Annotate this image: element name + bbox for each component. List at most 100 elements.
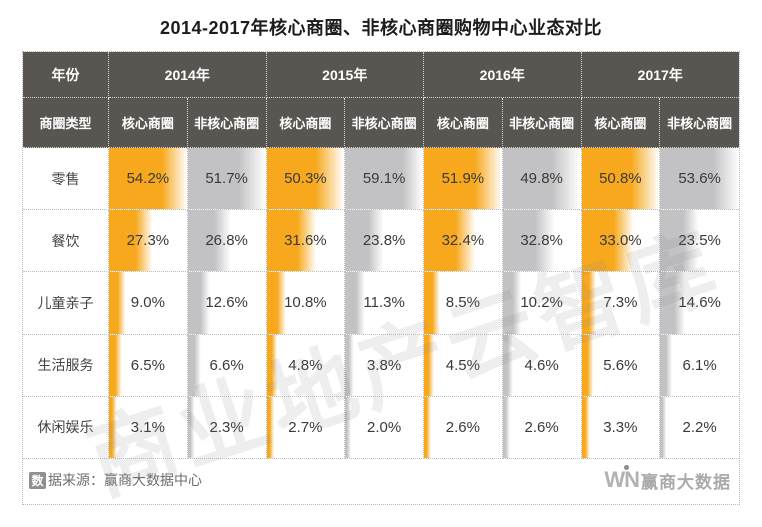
value-cell: 4.8% [266, 334, 346, 397]
noncore-bar [187, 334, 266, 396]
noncore-bar [660, 334, 739, 396]
data-source-icon: 数 [29, 471, 46, 489]
category-label: 儿童亲子 [23, 272, 109, 335]
subheader-core: 核心商圈 [266, 98, 346, 148]
value-cell: 4.5% [424, 334, 503, 397]
noncore-bar [502, 210, 581, 272]
table-footer: 数据来源：赢商大数据中心 WN 赢商大数据 [23, 459, 739, 502]
core-bar [109, 148, 187, 210]
core-bar [424, 148, 502, 210]
value-text: 2.6% [524, 418, 559, 436]
value-text: 27.3% [126, 232, 170, 250]
core-bar [109, 396, 187, 458]
value-cell: 3.8% [345, 334, 424, 397]
value-cell: 2.2% [660, 396, 739, 459]
value-cell: 5.6% [581, 334, 661, 397]
value-text: 49.8% [520, 170, 563, 188]
subheader-core: 核心商圈 [424, 98, 503, 148]
value-text: 3.8% [367, 356, 402, 374]
noncore-bar [502, 148, 581, 210]
core-bar [266, 272, 345, 334]
value-text: 3.3% [603, 418, 638, 436]
value-text: 6.6% [209, 356, 244, 374]
value-cell: 6.6% [187, 334, 267, 397]
value-cell: 54.2% [109, 148, 188, 211]
value-text: 2.6% [445, 418, 480, 436]
value-cell: 23.5% [660, 210, 739, 273]
category-label: 零售 [23, 148, 109, 211]
core-bar [266, 334, 345, 396]
core-bar [424, 272, 502, 334]
core-bar [109, 334, 187, 396]
value-text: 32.4% [441, 232, 485, 250]
value-cell: 27.3% [109, 210, 188, 273]
core-bar [581, 272, 660, 334]
year-header-2015: 2015年 [266, 52, 424, 98]
value-cell: 53.6% [660, 148, 739, 211]
value-text: 50.8% [599, 170, 642, 188]
value-cell: 7.3% [581, 272, 661, 335]
district-type-corner-header: 商圈类型 [23, 98, 109, 148]
value-text: 10.2% [520, 294, 563, 312]
value-text: 59.1% [362, 170, 406, 188]
core-bar [581, 334, 660, 396]
value-text: 2.7% [288, 418, 323, 436]
value-text: 32.8% [520, 232, 563, 250]
value-cell: 2.3% [187, 396, 267, 459]
value-text: 54.2% [126, 170, 170, 188]
noncore-bar [502, 272, 581, 334]
value-text: 2.2% [682, 418, 717, 436]
core-bar [424, 334, 502, 396]
core-bar [109, 272, 187, 334]
business-format-table: 年份 2014年 2015年 2016年 2017年 商圈类型 核心商圈 非核心商圈 核心商圈非… [23, 52, 739, 504]
value-text: 23.5% [678, 232, 721, 250]
category-label: 生活服务 [23, 334, 109, 397]
brand-name-text: 赢商大数据 [641, 472, 731, 492]
value-cell: 32.8% [502, 210, 582, 273]
value-text: 12.6% [205, 294, 248, 312]
noncore-bar [660, 272, 739, 334]
noncore-bar [345, 396, 423, 458]
core-bar [266, 396, 345, 458]
value-text: 2.0% [367, 418, 402, 436]
year-header-2017: 2017年 [581, 52, 739, 98]
value-text: 8.5% [445, 294, 480, 312]
value-text: 51.9% [441, 170, 485, 188]
win-logo-mark: WN [604, 465, 640, 493]
value-cell: 3.3% [581, 396, 661, 459]
core-bar [109, 210, 187, 272]
value-cell: 50.8% [581, 148, 661, 211]
value-cell: 31.6% [266, 210, 346, 273]
value-text: 5.6% [603, 356, 638, 374]
noncore-bar [502, 334, 581, 396]
value-cell: 4.6% [502, 334, 582, 397]
value-text: 9.0% [130, 294, 165, 312]
value-cell: 10.2% [502, 272, 582, 335]
core-bar [266, 148, 345, 210]
value-text: 10.8% [284, 294, 327, 312]
core-bar [581, 148, 660, 210]
core-bar [581, 210, 660, 272]
value-text: 26.8% [205, 232, 248, 250]
value-cell: 26.8% [187, 210, 267, 273]
noncore-bar [660, 148, 739, 210]
year-header-2014: 2014年 [109, 52, 267, 98]
noncore-bar [187, 396, 266, 458]
core-bar [266, 210, 345, 272]
value-cell: 59.1% [345, 148, 424, 211]
value-cell: 8.5% [424, 272, 503, 335]
win-brand-logo: WN 赢商大数据 [604, 465, 731, 493]
page-title: 2014-2017年核心商圈、非核心商圈购物中心业态对比 [159, 18, 603, 38]
value-cell: 10.8% [266, 272, 346, 335]
value-cell: 49.8% [502, 148, 582, 211]
core-bar [424, 210, 502, 272]
value-cell: 11.3% [345, 272, 424, 335]
value-cell: 33.0% [581, 210, 661, 273]
value-cell: 32.4% [424, 210, 503, 273]
value-text: 4.8% [288, 356, 323, 374]
value-cell: 6.1% [660, 334, 739, 397]
noncore-bar [502, 396, 581, 458]
subheader-noncore: 非核心商圈 [187, 98, 267, 148]
year-header-2016: 2016年 [424, 52, 582, 98]
